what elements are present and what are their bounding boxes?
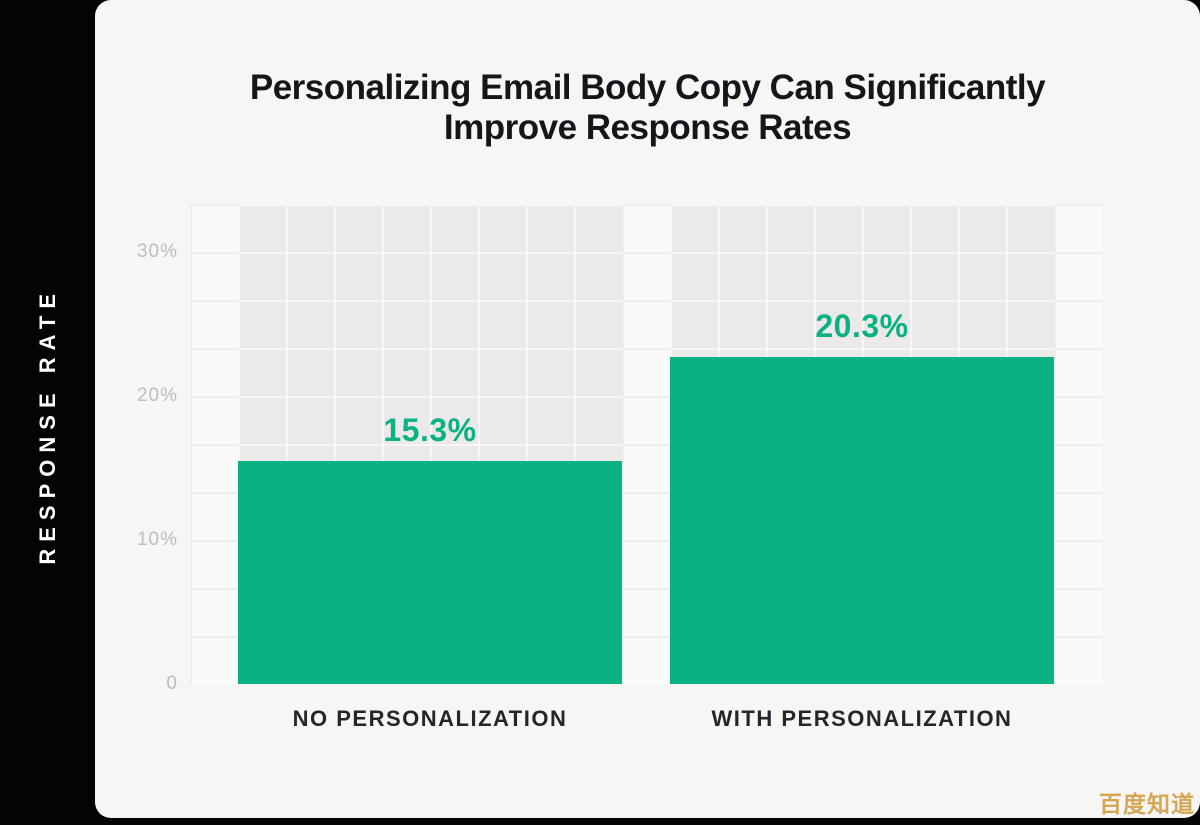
bar-with-personalization xyxy=(670,357,1054,684)
y-axis-strip: RESPONSE RATE xyxy=(0,0,95,818)
plot-area: 30% 20% 10% 0 15.3% 20.3% NO PERSONALIZA… xyxy=(137,204,1102,731)
ytick-20: 20% xyxy=(136,385,178,406)
category-label-no-personalization: NO PERSONALIZATION xyxy=(292,706,568,731)
bar-value-label-with-personalization: 20.3% xyxy=(815,308,909,344)
y-axis-title: RESPONSE RATE xyxy=(34,287,60,565)
chart-card: Personalizing Email Body Copy Can Signif… xyxy=(95,0,1200,818)
chart-title-line-1: Personalizing Email Body Copy Can Signif… xyxy=(249,68,1046,107)
chart-title: Personalizing Email Body Copy Can Signif… xyxy=(95,68,1200,148)
ytick-0: 0 xyxy=(166,673,178,694)
ytick-10: 10% xyxy=(136,529,178,550)
chart-title-line-2: Improve Response Rates xyxy=(443,108,852,147)
bar-group-no-personalization: 15.3% xyxy=(238,204,622,684)
category-label-with-personalization: WITH PERSONALIZATION xyxy=(711,706,1013,731)
watermark: 百度知道 xyxy=(1099,791,1195,817)
bar-group-with-personalization: 20.3% xyxy=(670,204,1054,684)
bar-no-personalization xyxy=(238,461,622,684)
bar-value-label-no-personalization: 15.3% xyxy=(383,412,477,448)
ytick-30: 30% xyxy=(136,241,178,262)
